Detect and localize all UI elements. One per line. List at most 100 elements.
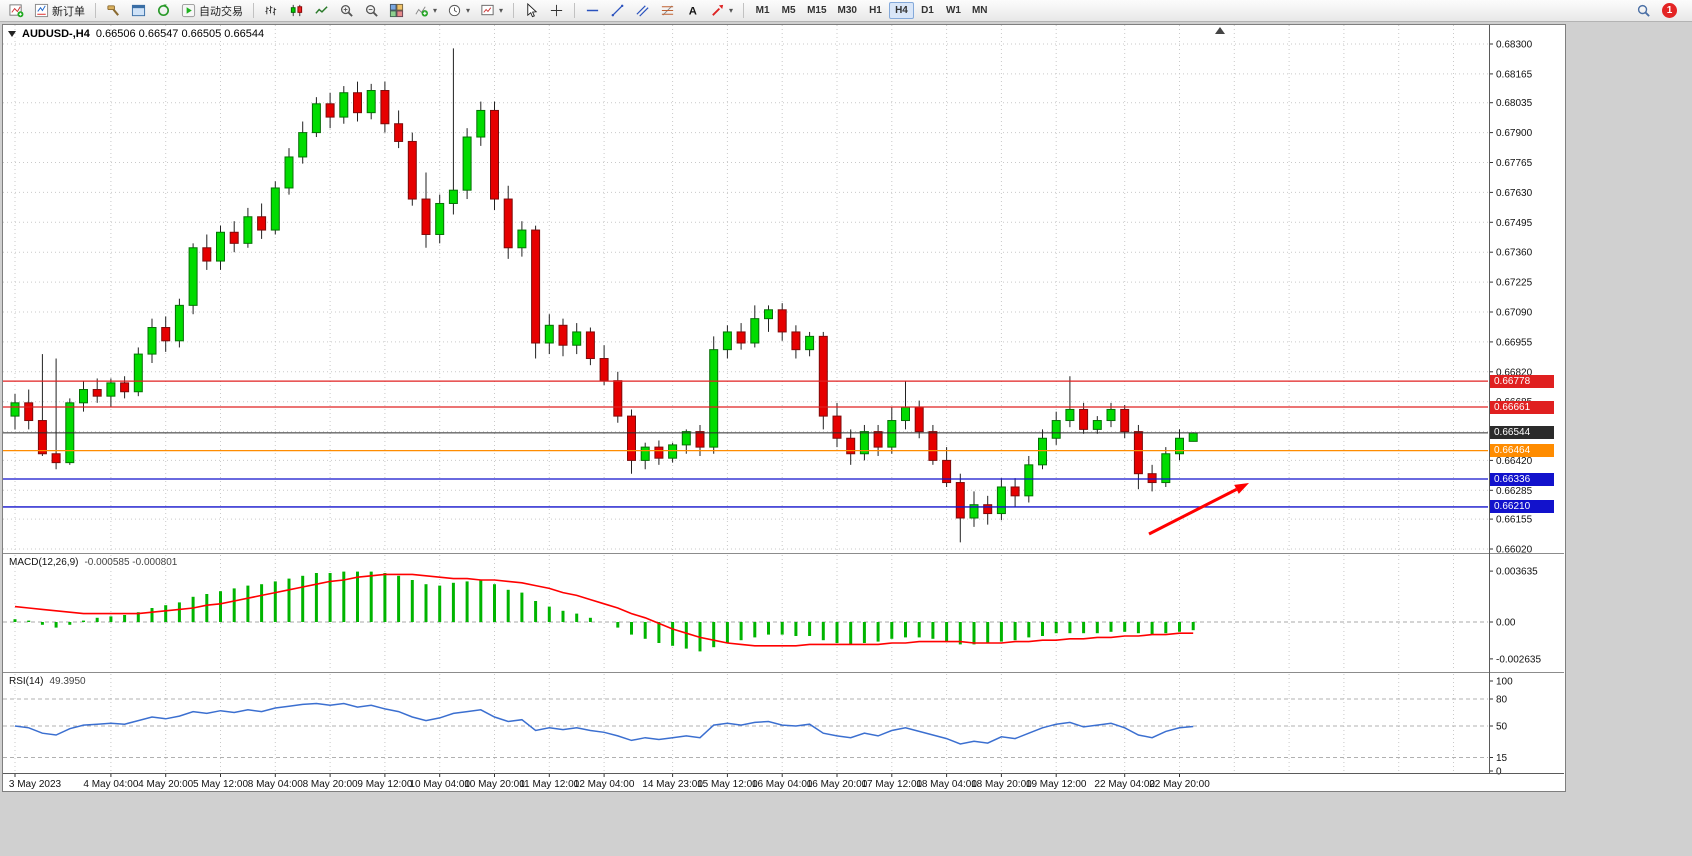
trendline-button[interactable] bbox=[606, 1, 629, 20]
timeframe-button-m5[interactable]: M5 bbox=[776, 2, 801, 19]
text-tool-button[interactable]: A bbox=[681, 1, 704, 20]
fibonacci-button[interactable] bbox=[656, 1, 679, 20]
candle-bearish bbox=[325, 103, 335, 118]
trend-arrow-annotation[interactable] bbox=[1148, 488, 1238, 536]
channel-button[interactable] bbox=[631, 1, 654, 20]
candle-bullish bbox=[887, 420, 897, 448]
timeframe-button-m30[interactable]: M30 bbox=[833, 2, 862, 19]
candle-bearish bbox=[353, 92, 362, 114]
candle-bullish bbox=[1188, 432, 1198, 442]
candle-bearish bbox=[613, 380, 623, 417]
market-watch-button[interactable] bbox=[127, 1, 150, 20]
candle-bullish bbox=[462, 136, 472, 191]
candle-bullish bbox=[805, 335, 815, 351]
candle-bearish bbox=[1147, 473, 1157, 484]
timeframe-button-m15[interactable]: M15 bbox=[802, 2, 831, 19]
chart-shift-marker[interactable] bbox=[1215, 27, 1225, 34]
new-chart-icon bbox=[9, 4, 24, 18]
candle-bullish bbox=[147, 327, 157, 355]
candle-bearish bbox=[24, 402, 34, 422]
line-chart-icon bbox=[315, 6, 328, 14]
toolbar-separator bbox=[574, 3, 576, 18]
timeframe-button-w1[interactable]: W1 bbox=[941, 2, 966, 19]
arrows-tool-button[interactable]: ▾ bbox=[706, 1, 737, 20]
time-axis-label: 18 May 20:00 bbox=[971, 779, 1032, 790]
candle-bearish bbox=[791, 331, 801, 351]
candle-bearish bbox=[503, 198, 513, 249]
timeframe-button-m1[interactable]: M1 bbox=[750, 2, 775, 19]
candle-bullish bbox=[1175, 437, 1184, 455]
zoom-in-button[interactable] bbox=[335, 1, 358, 20]
candle-bullish bbox=[435, 202, 445, 235]
timeframe-group: M1 M5 M15 M30 H1 H4 D1 W1 MN bbox=[750, 2, 992, 19]
price-axis-label: 0.66550 bbox=[1496, 427, 1533, 438]
rsi-axis-label: 50 bbox=[1496, 722, 1508, 733]
candle-bearish bbox=[942, 459, 952, 484]
crosshair-button[interactable] bbox=[545, 1, 568, 20]
autotrading-button[interactable]: 自动交易 bbox=[177, 1, 247, 20]
time-axis-label: 11 May 12:00 bbox=[519, 779, 579, 790]
alert-badge[interactable]: 1 bbox=[1662, 3, 1677, 18]
search-button[interactable] bbox=[1632, 1, 1655, 20]
indicators-button[interactable]: ▾ bbox=[410, 1, 441, 20]
tile-windows-icon bbox=[389, 3, 404, 18]
price-axis-label: 0.66155 bbox=[1496, 515, 1533, 526]
candle-bearish bbox=[585, 331, 595, 360]
candle-bullish bbox=[1051, 420, 1061, 439]
candle-bearish bbox=[955, 482, 965, 519]
toolbar-separator bbox=[95, 3, 96, 18]
macd-indicator-label: MACD(12,26,9) -0.000585 -0.000801 bbox=[9, 557, 177, 568]
price-axis-label: 0.67900 bbox=[1496, 128, 1533, 139]
new-chart-button[interactable] bbox=[5, 1, 28, 20]
templates-button[interactable]: ▾ bbox=[476, 1, 507, 20]
new-order-button[interactable]: 新订单 bbox=[30, 1, 89, 20]
candle-bullish bbox=[722, 331, 732, 351]
channel-icon bbox=[636, 5, 649, 17]
timeframe-button-h1[interactable]: H1 bbox=[863, 2, 888, 19]
chart-menu-icon[interactable] bbox=[8, 31, 16, 37]
horizontal-line-button[interactable] bbox=[581, 1, 604, 20]
periods-button[interactable]: ▾ bbox=[443, 1, 474, 20]
trend-arrow-head bbox=[1234, 483, 1249, 494]
candle-bearish bbox=[846, 437, 856, 455]
candle-bullish bbox=[969, 504, 979, 519]
candle-bullish bbox=[640, 446, 650, 461]
chart-title: AUDUSD-,H4 0.66506 0.66547 0.66505 0.665… bbox=[8, 28, 264, 40]
timeframe-button-mn[interactable]: MN bbox=[967, 2, 993, 19]
time-axis-label: 16 May 04:00 bbox=[752, 779, 813, 790]
cursor-button[interactable] bbox=[520, 1, 543, 20]
time-axis-label: 12 May 04:00 bbox=[574, 779, 635, 790]
candle-bearish bbox=[1133, 431, 1143, 475]
time-axis-label: 10 May 04:00 bbox=[409, 779, 470, 790]
candle-bearish bbox=[654, 446, 664, 459]
candle-bullish bbox=[517, 229, 527, 249]
time-axis-label: 16 May 20:00 bbox=[807, 779, 868, 790]
bar-chart-button[interactable] bbox=[260, 1, 283, 20]
zoom-out-button[interactable] bbox=[360, 1, 383, 20]
metaeditor-button[interactable] bbox=[102, 1, 125, 20]
candle-bearish bbox=[490, 109, 499, 200]
candle-bullish bbox=[10, 402, 20, 417]
price-axis-label: 0.66685 bbox=[1496, 397, 1533, 408]
timeframe-button-d1[interactable]: D1 bbox=[915, 2, 940, 19]
chart-window[interactable]: 0.68300 0.68165 0.68035 0.67900 0.67765 0.676… bbox=[2, 24, 1566, 792]
candle-bearish bbox=[928, 431, 938, 461]
refresh-button[interactable] bbox=[152, 1, 175, 20]
candle-bullish bbox=[270, 187, 280, 231]
macd-values: -0.000585 -0.000801 bbox=[84, 557, 178, 568]
timeframe-button-h4[interactable]: H4 bbox=[888, 2, 914, 19]
zoom-out-icon bbox=[365, 4, 378, 17]
chart-canvas[interactable]: 0.68300 0.68165 0.68035 0.67900 0.67765 0.676… bbox=[3, 25, 1565, 791]
chart-symbol-period: AUDUSD-,H4 bbox=[22, 28, 90, 40]
time-axis-label: 4 May 20:00 bbox=[138, 779, 193, 790]
arrow-annotation-icon bbox=[712, 4, 724, 16]
add-indicator-icon bbox=[415, 6, 428, 17]
price-axis-label: 0.68300 bbox=[1496, 40, 1533, 51]
line-chart-button[interactable] bbox=[310, 1, 333, 20]
time-axis-label: 18 May 04:00 bbox=[916, 779, 977, 790]
chart-ohlc-values: 0.66506 0.66547 0.66505 0.66544 bbox=[95, 28, 265, 40]
candle-bearish bbox=[873, 431, 883, 448]
candle-bearish bbox=[818, 335, 828, 417]
candlestick-chart-button[interactable] bbox=[285, 1, 308, 20]
tile-windows-button[interactable] bbox=[385, 1, 408, 20]
